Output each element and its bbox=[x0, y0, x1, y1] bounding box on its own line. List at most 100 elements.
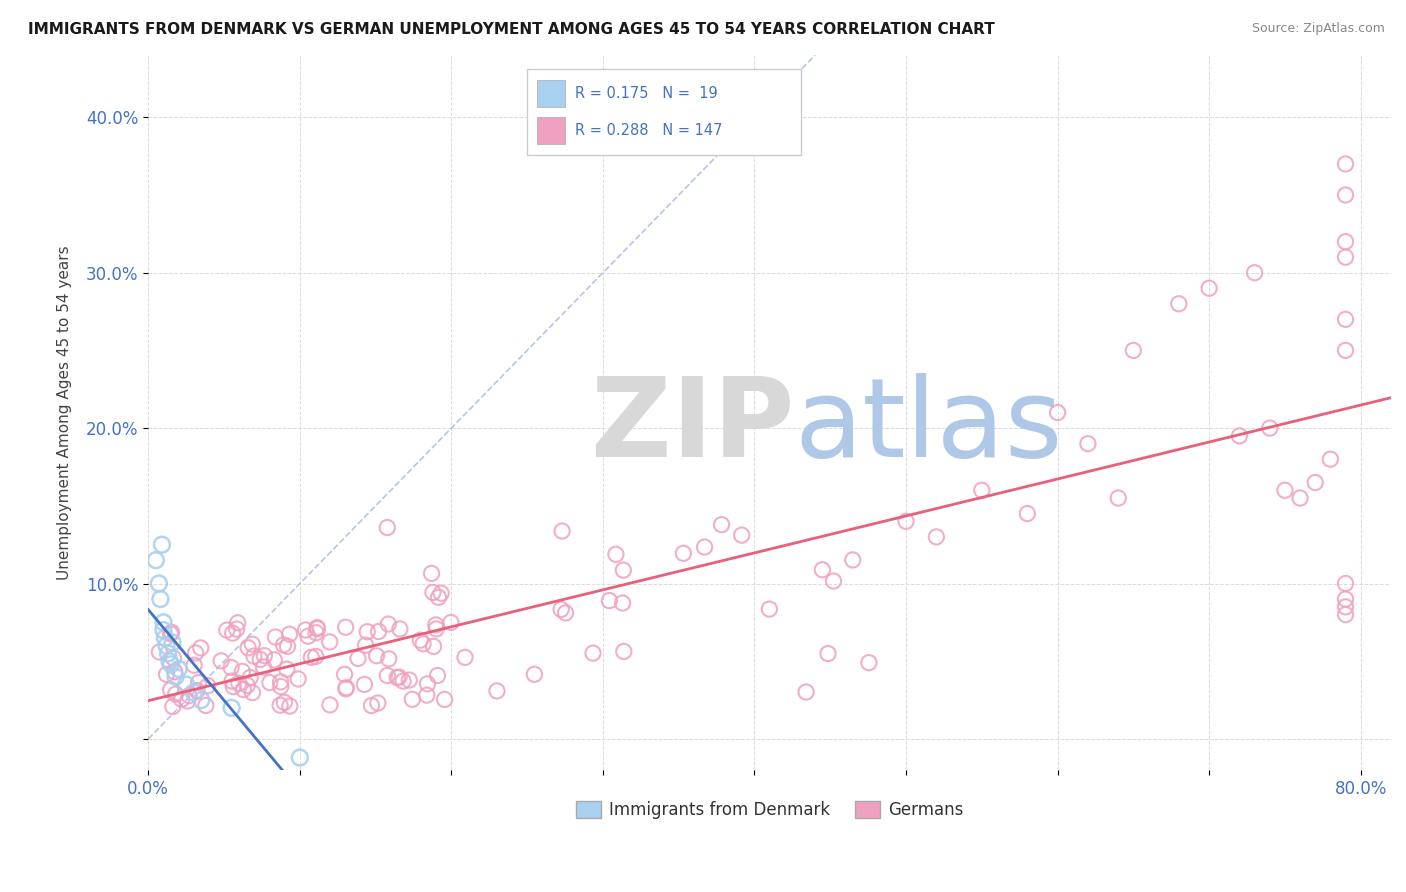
Point bbox=[412, 637, 434, 651]
Point bbox=[209, 654, 232, 668]
Point bbox=[176, 694, 198, 708]
Point bbox=[145, 553, 167, 567]
Point bbox=[970, 483, 993, 498]
Point bbox=[165, 687, 187, 701]
Point bbox=[353, 677, 375, 691]
Point bbox=[440, 615, 463, 630]
Point bbox=[356, 624, 378, 639]
Point bbox=[190, 693, 212, 707]
Point bbox=[270, 674, 292, 689]
Point bbox=[222, 680, 245, 694]
Point bbox=[278, 699, 301, 714]
Point bbox=[427, 591, 450, 605]
Point bbox=[672, 546, 695, 560]
Point bbox=[454, 650, 477, 665]
Point bbox=[162, 651, 184, 665]
Point bbox=[150, 538, 173, 552]
Point bbox=[221, 701, 243, 715]
Point bbox=[794, 685, 817, 699]
Point bbox=[236, 640, 259, 655]
Point bbox=[1303, 475, 1326, 490]
Point bbox=[1198, 281, 1220, 295]
Point bbox=[160, 657, 183, 672]
Point bbox=[550, 602, 572, 616]
Point bbox=[153, 631, 176, 645]
Point bbox=[197, 679, 219, 693]
Point bbox=[612, 563, 634, 577]
Point bbox=[221, 626, 243, 640]
Point bbox=[249, 652, 271, 666]
Point bbox=[226, 615, 249, 630]
Point bbox=[299, 650, 322, 665]
Point bbox=[367, 624, 389, 639]
Point bbox=[613, 644, 636, 658]
Point bbox=[259, 675, 281, 690]
Point bbox=[278, 627, 301, 641]
Point bbox=[1334, 343, 1357, 358]
Point bbox=[335, 681, 357, 695]
Point bbox=[225, 622, 247, 636]
Point bbox=[187, 675, 209, 690]
Point bbox=[333, 667, 356, 681]
Point bbox=[335, 681, 357, 696]
Text: R = 0.175   N =  19: R = 0.175 N = 19 bbox=[575, 87, 717, 102]
Point bbox=[276, 662, 298, 676]
Point bbox=[162, 635, 184, 649]
Point bbox=[758, 602, 780, 616]
Point bbox=[523, 667, 546, 681]
Point bbox=[1258, 421, 1281, 435]
Point bbox=[401, 692, 423, 706]
Point bbox=[426, 668, 449, 682]
Point bbox=[160, 625, 183, 640]
Point bbox=[1334, 250, 1357, 264]
Point bbox=[1167, 297, 1189, 311]
Point bbox=[1334, 576, 1357, 591]
Text: IMMIGRANTS FROM DENMARK VS GERMAN UNEMPLOYMENT AMONG AGES 45 TO 54 YEARS CORRELA: IMMIGRANTS FROM DENMARK VS GERMAN UNEMPL… bbox=[28, 22, 995, 37]
Point bbox=[367, 696, 389, 710]
Point bbox=[433, 692, 456, 706]
Point bbox=[270, 680, 292, 694]
Point bbox=[1334, 188, 1357, 202]
Point bbox=[264, 630, 287, 644]
Text: Source: ZipAtlas.com: Source: ZipAtlas.com bbox=[1251, 22, 1385, 36]
Point bbox=[392, 674, 415, 689]
Point bbox=[858, 656, 880, 670]
Point bbox=[307, 622, 329, 636]
Point bbox=[148, 645, 170, 659]
Point bbox=[377, 617, 399, 632]
Point bbox=[1289, 491, 1312, 505]
Point bbox=[375, 520, 398, 534]
Point bbox=[319, 698, 342, 712]
Point bbox=[239, 671, 262, 685]
Point bbox=[422, 585, 444, 599]
Point bbox=[221, 674, 243, 689]
Point bbox=[375, 668, 398, 682]
Point bbox=[186, 683, 208, 698]
Point bbox=[294, 623, 316, 637]
Point bbox=[194, 698, 217, 713]
Point bbox=[598, 593, 620, 607]
Point bbox=[159, 654, 181, 668]
Point bbox=[307, 621, 329, 635]
Text: R = 0.288   N = 147: R = 0.288 N = 147 bbox=[575, 123, 723, 138]
Point bbox=[232, 682, 254, 697]
Point bbox=[1319, 452, 1341, 467]
FancyBboxPatch shape bbox=[537, 118, 565, 145]
Y-axis label: Unemployment Among Ages 45 to 54 years: Unemployment Among Ages 45 to 54 years bbox=[58, 245, 72, 580]
Point bbox=[1334, 312, 1357, 326]
Point bbox=[335, 620, 357, 634]
Point bbox=[811, 563, 834, 577]
Point bbox=[269, 698, 291, 713]
Point bbox=[219, 660, 242, 674]
Point bbox=[1107, 491, 1129, 505]
Point bbox=[159, 626, 181, 640]
Point bbox=[485, 684, 508, 698]
Point bbox=[236, 678, 259, 692]
Legend: Immigrants from Denmark, Germans: Immigrants from Denmark, Germans bbox=[569, 795, 970, 826]
Point bbox=[277, 640, 299, 654]
Point bbox=[416, 677, 439, 691]
Point bbox=[174, 677, 197, 691]
Point bbox=[1334, 592, 1357, 607]
Point bbox=[398, 673, 420, 687]
Point bbox=[252, 660, 274, 674]
